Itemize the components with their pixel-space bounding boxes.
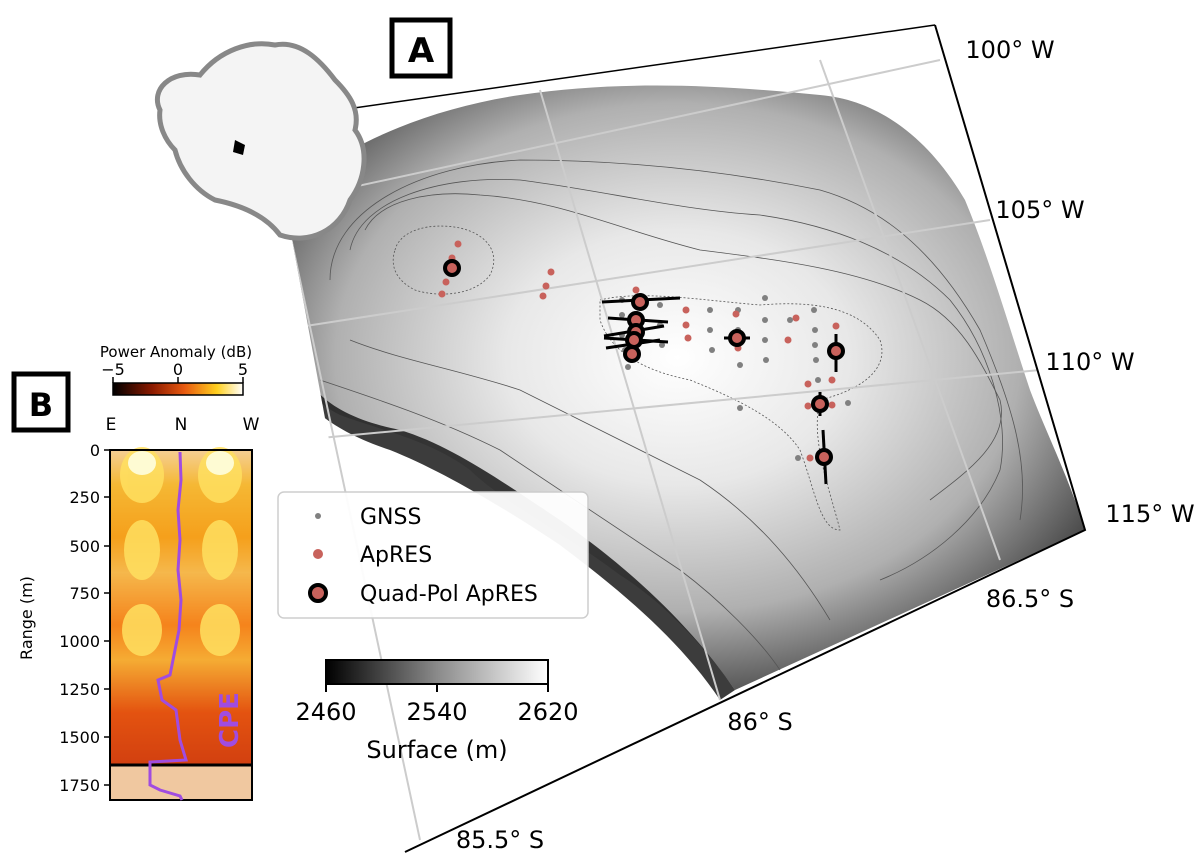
study-area-marker — [233, 140, 245, 155]
lat-label-85-5s: 85.5° S — [456, 826, 544, 854]
panel-b-label: B — [29, 386, 53, 424]
power-tick-5: 5 — [238, 360, 248, 379]
legend-gnss-label: GNSS — [360, 505, 421, 530]
panel-a-map — [269, 24, 1087, 853]
power-colorbar — [112, 382, 244, 396]
lon-label-110w: 110° W — [1045, 348, 1134, 376]
graticule — [270, 59, 1041, 841]
surface-colorbar: 2460 2540 2620 Surface (m) — [295, 659, 579, 764]
panel-a-label-box: A — [389, 17, 453, 79]
range-tick-750: 750 — [69, 584, 100, 603]
azimuth-tick-n: N — [175, 415, 188, 435]
lat-label-86-5s: 86.5° S — [986, 585, 1074, 613]
colorbar-tick-2620: 2620 — [517, 698, 578, 726]
panel-a-label: A — [408, 31, 435, 71]
cpe-trace — [148, 451, 188, 801]
lat-label-86s: 86° S — [727, 708, 792, 736]
ice-margin-dark — [270, 210, 735, 700]
range-tick-0: 0 — [90, 441, 100, 460]
legend-quad-pol-marker — [308, 583, 328, 603]
panel-b: B Power Anomaly (dB) −5 0 5 E N W — [11, 343, 260, 801]
legend-apres-marker — [313, 549, 323, 559]
lon-label-100w: 100° W — [965, 36, 1054, 64]
legend-quad-pol-label: Quad-Pol ApRES — [360, 582, 538, 607]
range-tick-250: 250 — [69, 488, 100, 507]
colorbar-tick-2460: 2460 — [295, 698, 356, 726]
colorbar-tick-2540: 2540 — [406, 698, 467, 726]
power-colorbar-label: Power Anomaly (dB) — [100, 343, 252, 361]
range-tick-1250: 1250 — [59, 680, 100, 699]
range-tick-1750: 1750 — [59, 776, 100, 795]
map-frame-border — [404, 24, 1087, 853]
legend-apres-label: ApRES — [360, 543, 432, 568]
lon-label-105w: 105° W — [995, 196, 1084, 224]
range-tick-500: 500 — [69, 537, 100, 556]
azimuth-tick-e: E — [106, 415, 117, 435]
cpe-annotation: CPE — [215, 692, 245, 748]
range-axis-label: Range (m) — [17, 576, 36, 660]
map-frame-top — [269, 24, 936, 121]
antarctica-inset — [154, 41, 367, 241]
colorbar-label: Surface (m) — [366, 736, 507, 764]
power-tick-0: 0 — [173, 360, 183, 379]
range-tick-1000: 1000 — [59, 632, 100, 651]
legend-gnss-marker — [315, 513, 321, 519]
azimuth-tick-w: W — [243, 415, 260, 435]
map-legend: GNSS ApRES Quad-Pol ApRES — [277, 491, 589, 619]
quad-pol-apres-points — [443, 259, 845, 485]
range-tick-1500: 1500 — [59, 728, 100, 747]
lon-label-115w: 115° W — [1105, 500, 1194, 528]
power-tick-neg5: −5 — [101, 360, 125, 379]
panel-b-label-box — [11, 371, 71, 433]
